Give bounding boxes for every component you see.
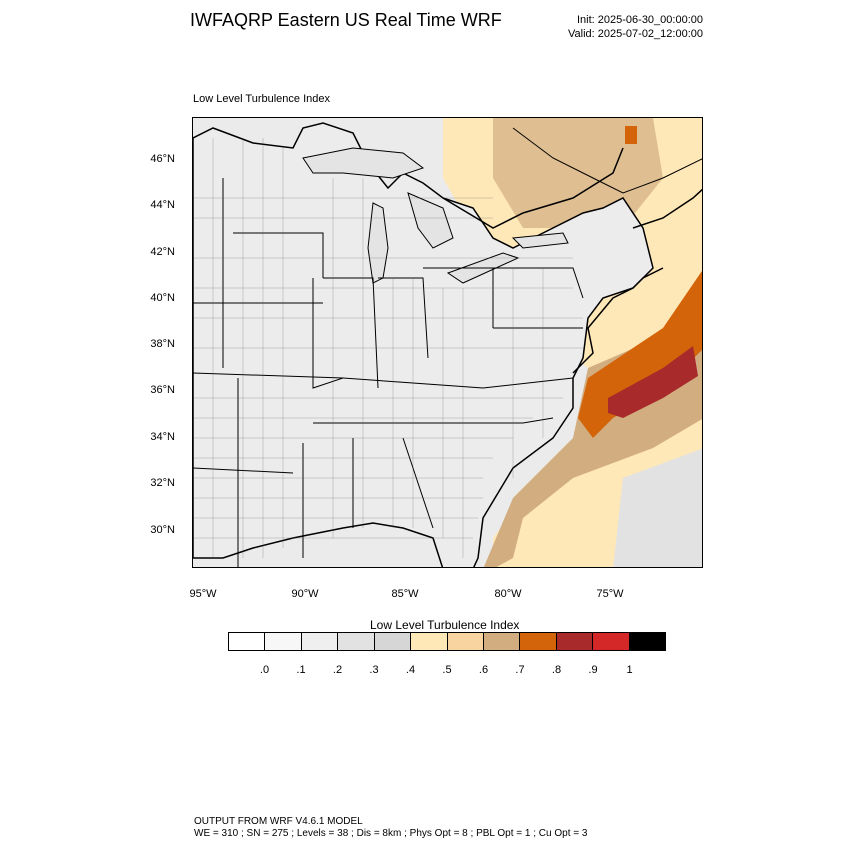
north-coastline xyxy=(512,127,702,194)
colorbar-box xyxy=(556,633,594,650)
lat-label-30n: 30°N xyxy=(150,524,175,536)
colorbar-box xyxy=(374,633,412,650)
lat-label-36n: 36°N xyxy=(150,384,175,396)
colorbar-box xyxy=(229,633,266,650)
init-time: Init: 2025-06-30_00:00:00 xyxy=(577,14,703,26)
lat-label-32n: 32°N xyxy=(150,477,175,489)
colorbar-box xyxy=(301,633,339,650)
colorbar-box xyxy=(338,633,375,650)
turbulence-area-red xyxy=(608,346,698,418)
model-footer: OUTPUT FROM WRF V4.6.1 MODEL WE = 310 ; … xyxy=(194,816,587,840)
lat-label-40n: 40°N xyxy=(150,292,175,304)
map-subtitle: Low Level Turbulence Index xyxy=(193,93,330,105)
lon-label-75w: 75°W xyxy=(596,588,624,600)
colorbar-label: .4 xyxy=(405,664,416,676)
map-svg xyxy=(193,118,702,567)
colorbar-label: 1 xyxy=(626,664,633,676)
colorbar-box xyxy=(520,633,557,650)
lake-huron xyxy=(407,192,454,249)
lon-label-80w: 80°W xyxy=(494,588,522,600)
atlantic-canada-coast xyxy=(632,188,702,229)
lon-label-90w: 90°W xyxy=(291,588,319,600)
lat-label-38n: 38°N xyxy=(150,338,175,350)
lat-label-46n: 46°N xyxy=(150,153,175,165)
lat-label-44n: 44°N xyxy=(150,199,175,211)
colorbar-box xyxy=(411,633,448,650)
model-config: WE = 310 ; SN = 275 ; Levels = 38 ; Dis … xyxy=(194,828,588,839)
turbulence-spot-north xyxy=(625,126,637,144)
colorbar-box xyxy=(447,633,484,650)
colorbar-label: .2 xyxy=(332,664,343,676)
colorbar-title: Low Level Turbulence Index xyxy=(370,618,520,632)
colorbar-label: .6 xyxy=(478,664,489,676)
county-borders xyxy=(193,138,583,558)
colorbar xyxy=(228,632,666,651)
lat-label-42n: 42°N xyxy=(150,246,175,258)
colorbar-box xyxy=(483,633,521,650)
lon-label-85w: 85°W xyxy=(391,588,419,600)
colorbar-label: .0 xyxy=(259,664,270,676)
turbulence-area-orange xyxy=(578,270,702,438)
lake-ontario xyxy=(511,232,569,249)
colorbar-label: .1 xyxy=(296,664,306,676)
colorbar-label: .3 xyxy=(369,664,379,676)
colorbar-label: .5 xyxy=(442,664,452,676)
colorbar-box xyxy=(265,633,302,650)
forecast-times: Init: 2025-06-30_00:00:00 Valid: 2025-07… xyxy=(520,13,703,41)
turbulence-map xyxy=(192,117,703,568)
colorbar-label: .9 xyxy=(588,664,598,676)
colorbar-label: .8 xyxy=(551,664,562,676)
lake-superior xyxy=(302,147,425,179)
lon-label-95w: 95°W xyxy=(189,588,217,600)
valid-time: Valid: 2025-07-02_12:00:00 xyxy=(568,28,703,40)
map-title: IWFAQRP Eastern US Real Time WRF xyxy=(190,10,502,30)
canada-border xyxy=(442,147,624,229)
lat-label-34n: 34°N xyxy=(150,431,175,443)
colorbar-label: .7 xyxy=(515,664,525,676)
model-version: OUTPUT FROM WRF V4.6.1 MODEL xyxy=(194,816,363,827)
turbulence-area-gray-se xyxy=(613,448,702,567)
colorbar-box xyxy=(629,633,666,650)
atlantic-coast xyxy=(572,267,664,374)
colorbar-box xyxy=(593,633,630,650)
